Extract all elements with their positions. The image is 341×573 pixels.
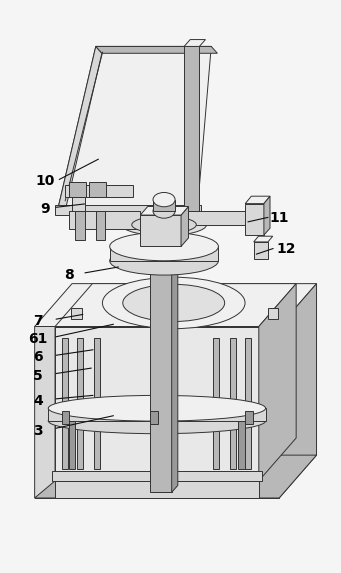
Bar bbox=[69, 182, 86, 197]
Bar bbox=[213, 338, 219, 469]
Bar bbox=[140, 215, 181, 246]
Polygon shape bbox=[140, 206, 189, 215]
Text: 3: 3 bbox=[33, 423, 43, 438]
Ellipse shape bbox=[48, 395, 266, 421]
Bar bbox=[238, 421, 245, 469]
Bar bbox=[163, 308, 173, 319]
Bar bbox=[72, 197, 85, 211]
Bar bbox=[245, 338, 251, 469]
Polygon shape bbox=[58, 46, 211, 206]
Bar bbox=[55, 205, 201, 215]
Ellipse shape bbox=[122, 214, 207, 236]
Bar bbox=[150, 421, 157, 469]
Polygon shape bbox=[35, 327, 55, 498]
Bar bbox=[153, 199, 175, 211]
Ellipse shape bbox=[110, 246, 218, 275]
Bar bbox=[150, 244, 172, 492]
Bar bbox=[254, 242, 268, 259]
Ellipse shape bbox=[48, 408, 266, 434]
Bar bbox=[69, 211, 140, 229]
Polygon shape bbox=[35, 284, 316, 327]
Ellipse shape bbox=[132, 216, 196, 233]
Bar bbox=[189, 211, 252, 225]
Bar bbox=[75, 211, 85, 240]
Polygon shape bbox=[245, 196, 270, 203]
Bar bbox=[62, 411, 69, 423]
Bar bbox=[89, 182, 106, 197]
Bar bbox=[51, 470, 262, 481]
Text: 5: 5 bbox=[33, 368, 43, 383]
Bar bbox=[245, 411, 253, 423]
Text: 7: 7 bbox=[33, 314, 43, 328]
Bar bbox=[96, 211, 105, 240]
Ellipse shape bbox=[153, 204, 175, 218]
Polygon shape bbox=[264, 196, 270, 235]
Text: 10: 10 bbox=[35, 174, 55, 188]
Polygon shape bbox=[35, 327, 279, 498]
Bar bbox=[65, 185, 133, 197]
Polygon shape bbox=[181, 206, 189, 246]
Polygon shape bbox=[55, 481, 259, 498]
Bar bbox=[69, 421, 75, 469]
Bar bbox=[245, 203, 264, 235]
Polygon shape bbox=[55, 284, 296, 327]
Ellipse shape bbox=[110, 232, 218, 261]
Bar bbox=[110, 246, 218, 261]
Polygon shape bbox=[184, 40, 206, 46]
Bar bbox=[48, 408, 266, 421]
Polygon shape bbox=[279, 284, 316, 498]
Bar bbox=[62, 338, 68, 469]
Ellipse shape bbox=[102, 277, 245, 329]
Polygon shape bbox=[55, 327, 259, 481]
Polygon shape bbox=[96, 46, 217, 53]
Ellipse shape bbox=[153, 193, 175, 207]
Ellipse shape bbox=[123, 284, 225, 321]
Bar bbox=[77, 338, 83, 469]
Polygon shape bbox=[172, 237, 178, 492]
Text: 4: 4 bbox=[33, 394, 43, 408]
Text: 61: 61 bbox=[28, 332, 48, 346]
Text: 11: 11 bbox=[269, 211, 289, 225]
Bar bbox=[94, 338, 100, 469]
Bar bbox=[184, 46, 199, 215]
Text: 12: 12 bbox=[276, 242, 296, 256]
Bar bbox=[268, 308, 279, 319]
Polygon shape bbox=[259, 284, 296, 481]
Text: 9: 9 bbox=[40, 202, 50, 217]
Bar bbox=[150, 411, 158, 423]
Polygon shape bbox=[35, 455, 316, 498]
Text: 8: 8 bbox=[64, 268, 74, 282]
Polygon shape bbox=[254, 236, 273, 242]
Bar bbox=[71, 308, 81, 319]
Polygon shape bbox=[150, 237, 178, 244]
Text: 6: 6 bbox=[33, 350, 43, 364]
Polygon shape bbox=[58, 46, 102, 213]
Bar bbox=[230, 338, 236, 469]
